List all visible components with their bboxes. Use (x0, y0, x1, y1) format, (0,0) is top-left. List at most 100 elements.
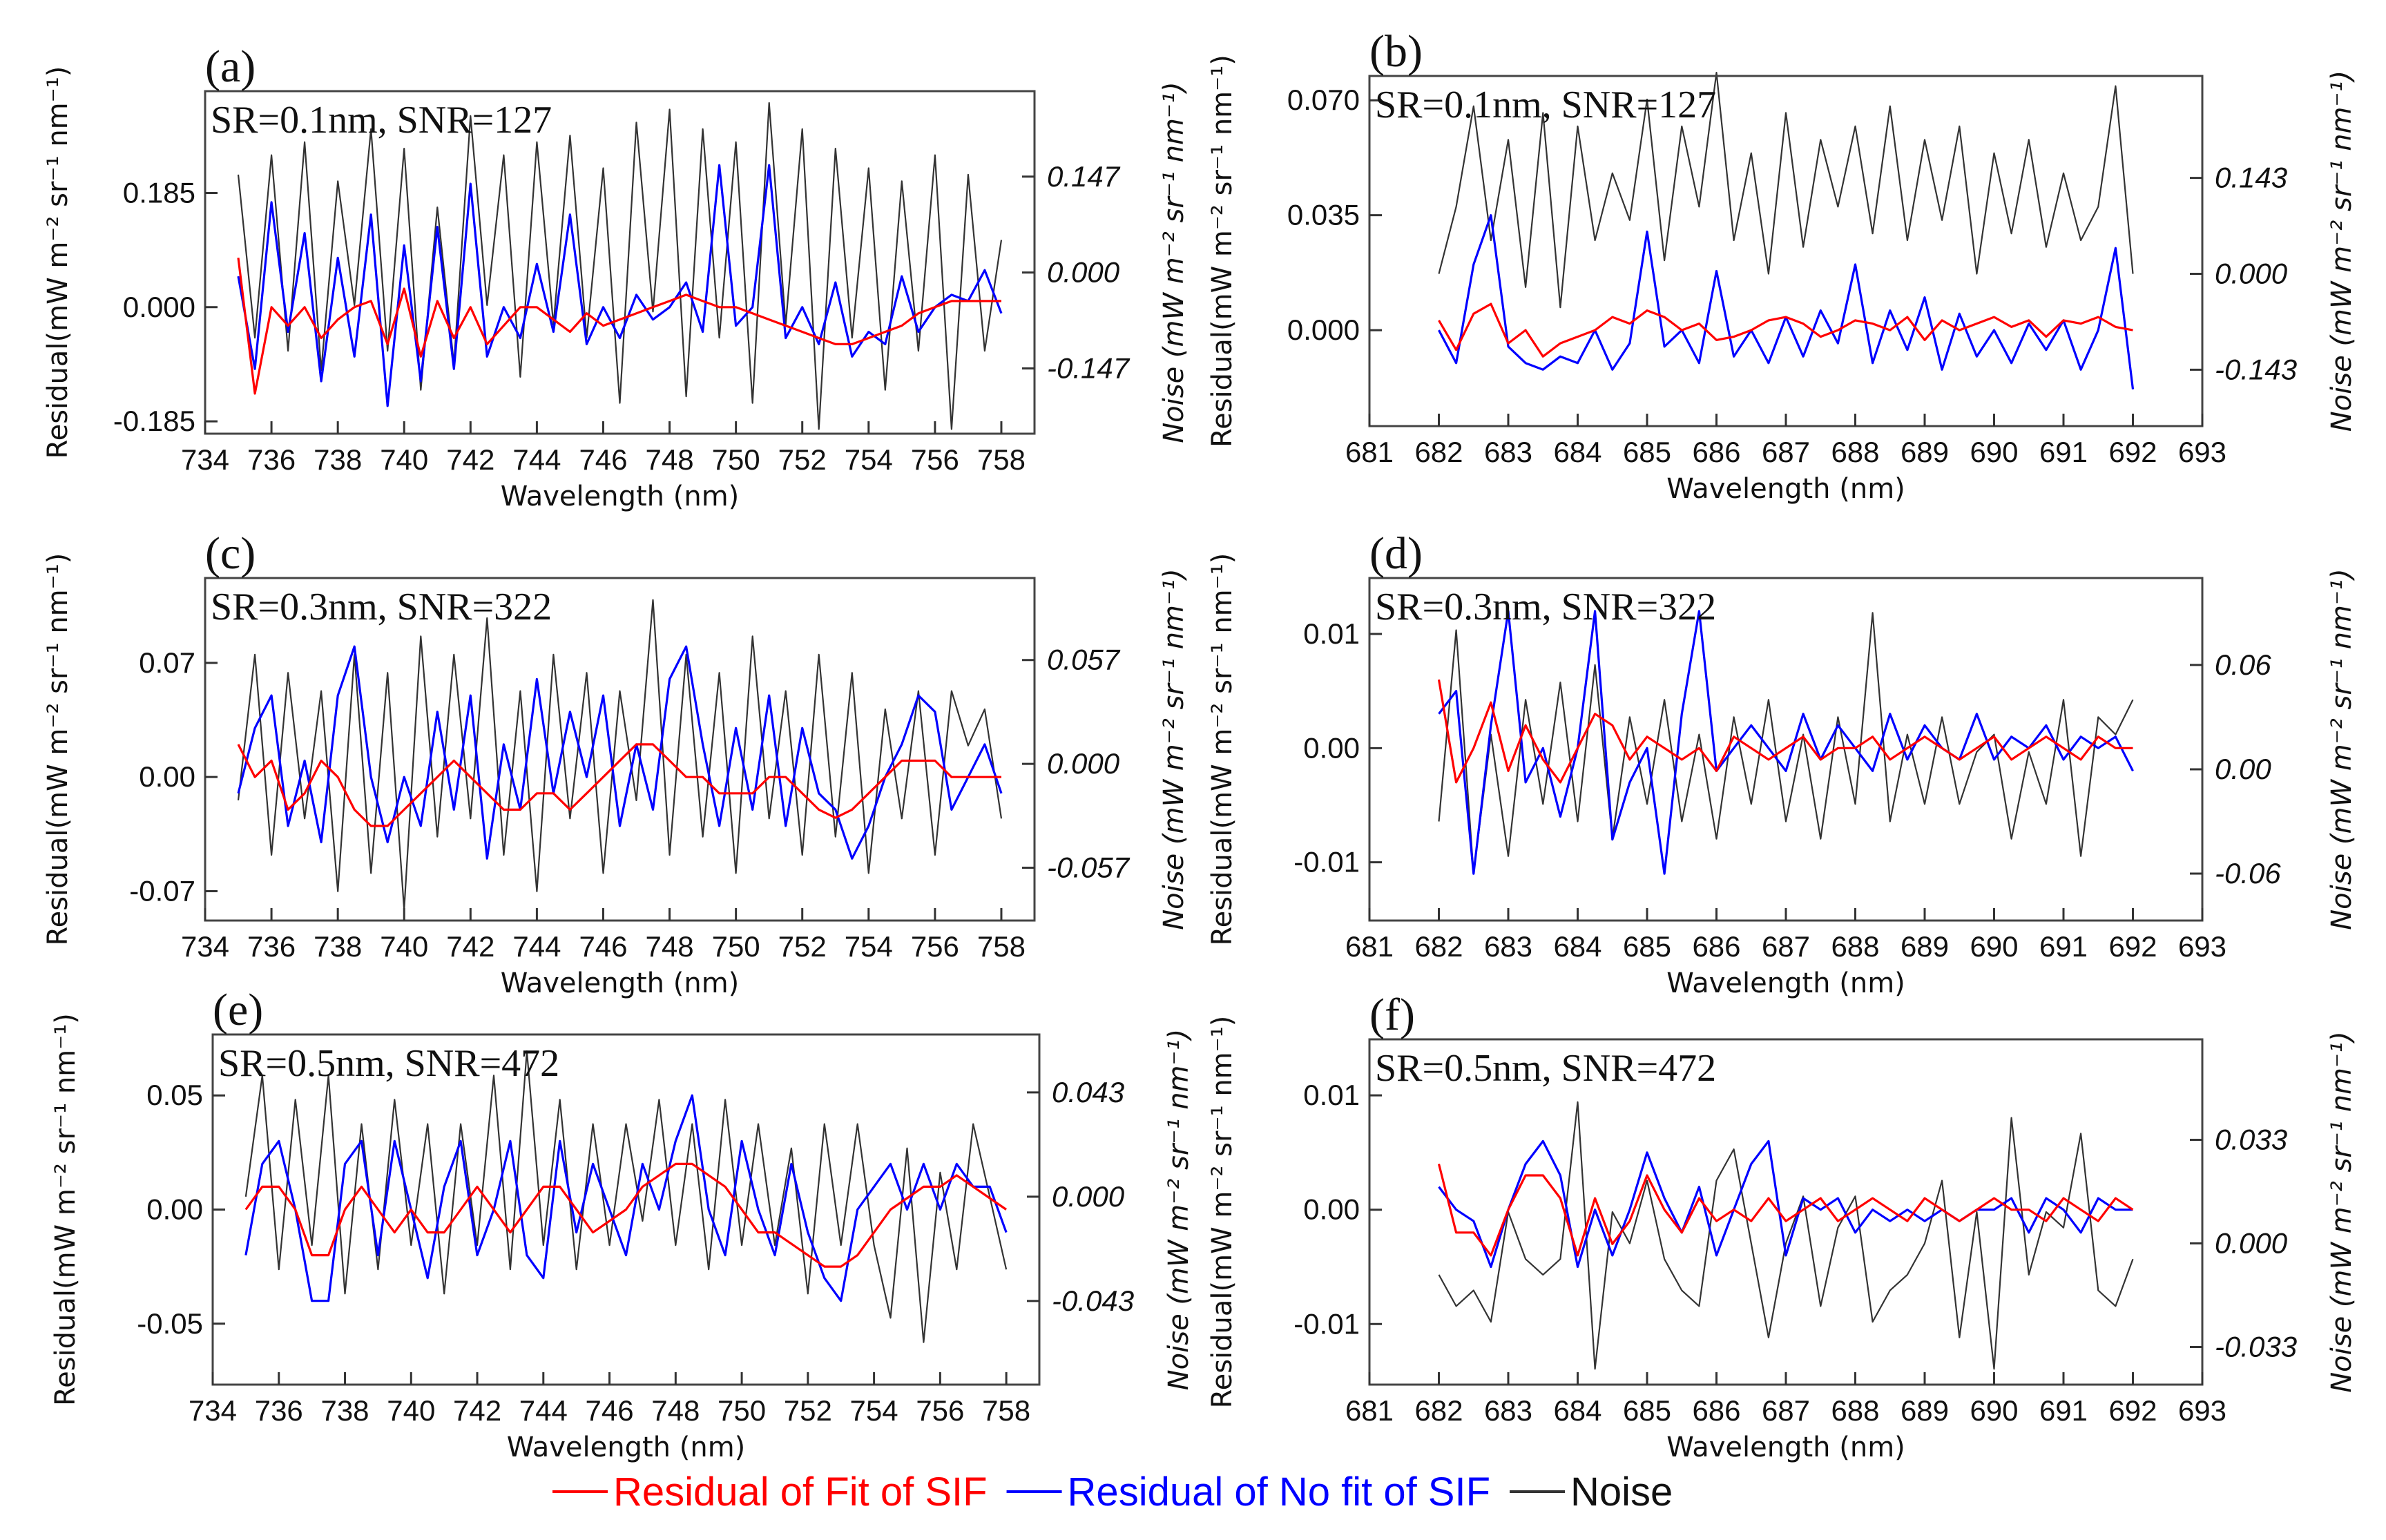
x-tick-label: 688 (1831, 436, 1879, 468)
y2-tick-label: -0.033 (2215, 1330, 2297, 1363)
series-residual-of-no-fit-of-sif (1438, 1139, 2133, 1269)
y2-tick-label: 0.00 (2215, 753, 2271, 785)
x-tick-label: 746 (579, 443, 627, 476)
x-tick-label: 684 (1553, 930, 1601, 963)
legend-label: Noise (1570, 1470, 1673, 1514)
y-tick-label: -0.01 (1293, 1307, 1360, 1340)
x-tick-label: 744 (512, 443, 561, 476)
series-residual-of-fit-of-sif (1437, 1164, 2134, 1257)
x-tick-label: 736 (247, 443, 296, 476)
series-residual-of-no-fit-of-sif (1438, 214, 2135, 389)
x-tick-label: 687 (1762, 930, 1810, 963)
y2-tick-label: -0.043 (1052, 1284, 1134, 1317)
y2-tick-label: 0.057 (1047, 644, 1121, 676)
y-tick-label: 0.000 (1287, 314, 1360, 346)
legend-label: Residual of No fit of SIF (1068, 1470, 1490, 1514)
series-residual-of-fit-of-sif (1438, 302, 2133, 358)
series-noise (237, 102, 1003, 430)
x-tick-label: 693 (2178, 436, 2226, 468)
y-tick-label: 0.00 (146, 1193, 203, 1226)
x-tick-label: 750 (718, 1394, 766, 1427)
panel-label: (f) (1369, 990, 1415, 1040)
y-tick-label: 0.01 (1303, 1079, 1360, 1111)
y-tick-label: -0.07 (129, 874, 195, 907)
x-tick-label: 691 (2039, 1394, 2088, 1427)
x-tick-label: 688 (1831, 1394, 1879, 1427)
x-tick-label: 682 (1414, 436, 1463, 468)
y2-tick-label: 0.033 (2215, 1123, 2287, 1155)
x-tick-label: 686 (1692, 930, 1740, 963)
y2-axis-label: Noise (mW m⁻² sr⁻¹ nm⁻¹) (1163, 1029, 1195, 1391)
x-tick-label: 746 (579, 930, 627, 963)
plot-frame (204, 577, 1036, 922)
panel-label: (d) (1369, 528, 1423, 579)
y-tick-label: -0.185 (113, 405, 195, 437)
panel-f: 681 682 683 684 685 686 687 688 689 690 691 692 693 -… (1206, 990, 2358, 1463)
panel-annotation: SR=0.3nm, SNR=322 (1375, 586, 1716, 628)
y-tick-label: 0.035 (1287, 199, 1360, 231)
y2-axis-label: Noise (mW m⁻² sr⁻¹ nm⁻¹) (2326, 70, 2358, 432)
x-tick-label: 752 (784, 1394, 832, 1427)
x-tick-label: 748 (651, 1394, 700, 1427)
x-tick-label: 738 (314, 443, 362, 476)
x-tick-label: 686 (1692, 436, 1740, 468)
y2-tick-label: 0.000 (1047, 747, 1120, 780)
x-tick-label: 692 (2108, 436, 2157, 468)
x-tick-label: 752 (778, 930, 827, 963)
x-tick-label: 689 (1901, 1394, 1949, 1427)
x-tick-label: 693 (2178, 1394, 2226, 1427)
x-tick-label: 690 (1970, 1394, 2018, 1427)
series-residual-of-no-fit-of-sif (237, 645, 1003, 860)
y-tick-label: 0.185 (123, 176, 195, 209)
series-residual-of-fit-of-sif (1437, 679, 2133, 784)
x-tick-label: 742 (453, 1394, 501, 1427)
y2-tick-label: -0.147 (1047, 352, 1131, 385)
x-tick-label: 689 (1901, 436, 1949, 468)
panel-label: (a) (205, 41, 256, 92)
x-tick-label: 742 (446, 443, 494, 476)
x-tick-label: 691 (2039, 930, 2088, 963)
series-noise (1438, 612, 2134, 875)
x-tick-label: 740 (387, 1394, 435, 1427)
x-tick-label: 687 (1762, 1394, 1810, 1427)
x-tick-label: 748 (646, 930, 694, 963)
x-tick-label: 750 (712, 443, 760, 476)
series-residual-of-fit-of-sif (237, 743, 1001, 827)
plot-frame (1368, 75, 2204, 427)
x-axis-label: Wavelength (nm) (501, 968, 740, 999)
series-noise (1438, 1101, 2134, 1370)
y2-tick-label: 0.000 (1052, 1180, 1125, 1213)
x-tick-label: 683 (1484, 930, 1532, 963)
series-residual-of-no-fit-of-sif (244, 1094, 1008, 1302)
panel-c: 734 736 738 740 742 744 746 748 750 752 754 756 758 -… (42, 528, 1190, 999)
x-tick-label: 734 (181, 930, 229, 963)
x-tick-label: 734 (189, 1394, 237, 1427)
y2-tick-label: 0.000 (1047, 256, 1120, 289)
panel-a: 734 736 738 740 742 744 746 748 750 752 754 756 758 -… (42, 41, 1190, 512)
panels: 734 736 738 740 742 744 746 748 750 752 754 756 758 -… (42, 26, 2358, 1463)
x-tick-label: 692 (2108, 1394, 2157, 1427)
panel-label: (c) (205, 528, 256, 579)
panel-d: 681 682 683 684 685 686 687 688 689 690 691 692 693 -… (1206, 528, 2358, 999)
y2-tick-label: 0.000 (2215, 1226, 2288, 1259)
x-tick-label: 754 (845, 930, 893, 963)
x-tick-label: 683 (1484, 436, 1532, 468)
x-tick-label: 690 (1970, 930, 2018, 963)
plot-frame (204, 90, 1036, 435)
y2-tick-label: 0.143 (2215, 162, 2287, 194)
x-axis-label: Wavelength (nm) (1666, 1432, 1905, 1463)
y-tick-label: 0.070 (1287, 84, 1360, 116)
x-tick-label: 756 (916, 1394, 964, 1427)
y2-tick-label: 0.147 (1047, 160, 1121, 193)
series-noise (244, 1050, 1008, 1343)
x-tick-label: 738 (320, 1394, 369, 1427)
series-noise (237, 599, 1003, 911)
x-tick-label: 750 (712, 930, 760, 963)
x-tick-label: 736 (247, 930, 296, 963)
y2-axis-label: Noise (mW m⁻² sr⁻¹ nm⁻¹) (2326, 568, 2358, 930)
series-residual-of-no-fit-of-sif (1438, 610, 2134, 875)
x-tick-label: 693 (2178, 930, 2226, 963)
x-tick-label: 754 (850, 1394, 898, 1427)
x-tick-label: 754 (845, 443, 893, 476)
